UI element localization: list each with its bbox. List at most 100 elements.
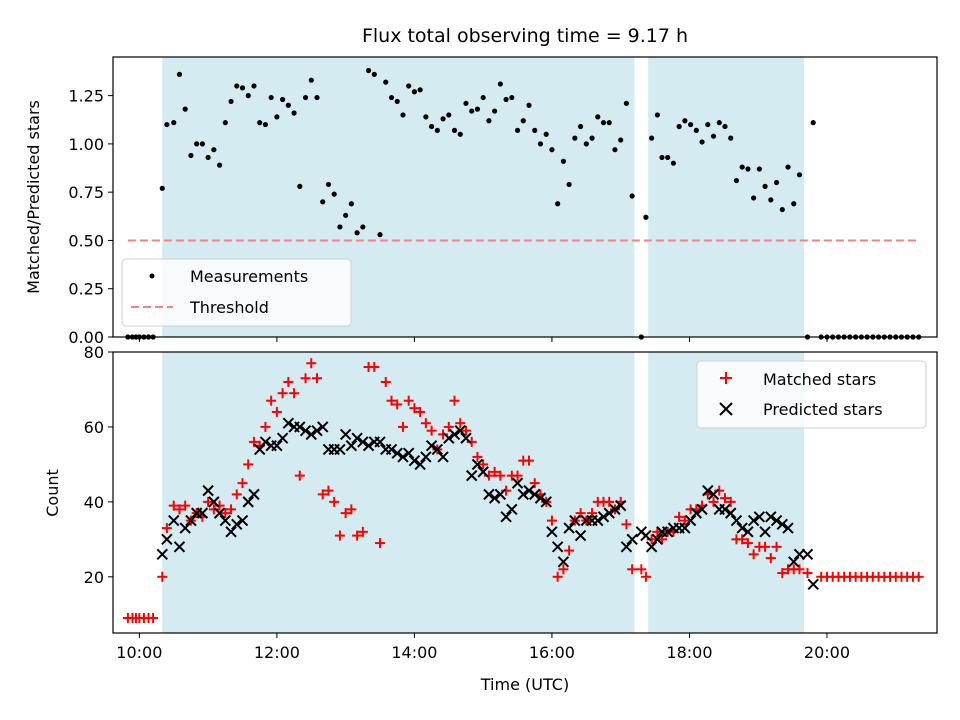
measurement-point	[400, 112, 406, 118]
bottom-x-axis-label: Time (UTC)	[480, 675, 569, 694]
predicted-star-point	[661, 526, 674, 538]
legend-threshold-label: Threshold	[189, 298, 269, 317]
measurement-point	[343, 212, 349, 218]
matched-star-point	[489, 466, 500, 477]
bottom-legend-box	[696, 360, 927, 429]
predicted-star-point	[684, 514, 697, 527]
bottom-legend: Matched stars Predicted stars	[696, 360, 927, 429]
predicted-star-point	[259, 436, 272, 448]
measurement-point	[676, 123, 682, 130]
measurement-point	[796, 172, 803, 178]
predicted-star-point	[414, 458, 426, 471]
predicted-star-point	[311, 424, 323, 437]
matched-star-point	[346, 504, 357, 515]
x-tick-label: 18:00	[666, 643, 712, 662]
measurement-point	[440, 116, 446, 122]
predicted-star-point	[202, 484, 214, 497]
predicted-star-point	[402, 447, 415, 459]
measurement-point	[337, 224, 343, 230]
matched-star-point	[719, 493, 730, 504]
measurement-point	[285, 102, 291, 108]
measurement-point	[365, 67, 372, 74]
matched-star-point	[529, 478, 540, 489]
matched-star-point	[334, 530, 345, 541]
measurement-point	[234, 83, 240, 89]
measurement-point	[360, 224, 366, 230]
measurement-point	[222, 120, 228, 126]
predicted-star-point	[529, 488, 541, 501]
predicted-star-point	[408, 454, 421, 467]
measurement-point	[434, 127, 440, 133]
predicted-star-point	[305, 428, 317, 441]
matched-star-point	[260, 421, 271, 432]
top-legend-box	[121, 258, 352, 327]
predicted-star-point	[770, 514, 783, 527]
measurement-point	[331, 191, 337, 197]
measurement-point	[595, 114, 601, 120]
measurement-point	[451, 127, 458, 133]
predicted-star-point	[592, 514, 604, 527]
predicted-star-point	[397, 451, 409, 463]
predicted-star-point	[651, 533, 664, 546]
matched-star-point	[748, 549, 759, 560]
measurement-point	[245, 93, 251, 99]
legend-measurements-marker	[149, 273, 155, 279]
bottom-y-tick-label: 60	[84, 418, 104, 437]
bottom-plot-frame	[112, 351, 938, 634]
measurement-point	[745, 166, 751, 172]
matched-star-point	[323, 485, 334, 496]
matched-star-point	[546, 515, 557, 526]
matched-star-point	[375, 538, 386, 549]
measurement-point	[257, 120, 263, 126]
top-observing-window	[648, 57, 805, 337]
measurement-point	[297, 183, 303, 189]
matched-star-point	[392, 399, 403, 410]
measurement-point	[428, 123, 435, 130]
measurement-point	[205, 154, 211, 161]
matched-star-point	[765, 553, 776, 564]
matched-star-point	[352, 530, 363, 541]
predicted-star-point	[597, 511, 610, 523]
matched-star-point	[621, 519, 632, 530]
predicted-star-point	[225, 526, 237, 538]
matched-star-point	[300, 373, 311, 384]
measurement-point	[239, 85, 246, 91]
predicted-star-point	[477, 466, 489, 478]
matched-star-point	[627, 564, 638, 575]
matched-star-point	[478, 459, 489, 470]
matched-star-point	[708, 496, 719, 507]
matched-star-point	[266, 395, 277, 406]
measurement-point	[411, 89, 418, 95]
predicted-star-point	[557, 556, 570, 568]
measurement-point	[188, 152, 194, 159]
measurement-point	[194, 141, 200, 147]
top-y-axis-label: Matched/Predicted stars	[24, 100, 43, 294]
matched-star-point	[495, 470, 506, 481]
measurement-point	[618, 137, 624, 143]
matched-star-point	[306, 358, 317, 369]
predicted-star-point	[807, 578, 819, 591]
matched-star-point	[329, 496, 340, 507]
measurement-point	[228, 98, 234, 105]
measurement-point	[388, 94, 395, 101]
measurement-point	[486, 118, 492, 124]
measurement-point	[756, 166, 762, 172]
predicted-star-point	[219, 514, 232, 527]
measurement-point	[325, 181, 332, 188]
matched-star-point	[636, 564, 647, 575]
measurement-point	[710, 133, 717, 139]
measurement-point	[159, 185, 165, 191]
top-y-tick-label: 1.00	[68, 135, 104, 154]
predicted-star-point	[730, 514, 743, 527]
measurement-point	[670, 160, 677, 166]
predicted-star-point	[719, 503, 731, 516]
measurement-point	[751, 195, 757, 201]
predicted-star-point	[173, 541, 186, 553]
predicted-star-point	[626, 533, 638, 546]
measurement-point	[665, 154, 671, 161]
measurement-point	[654, 112, 660, 118]
measurement-point	[716, 120, 722, 126]
matched-star-point	[760, 541, 771, 552]
predicted-star-point	[179, 522, 191, 534]
matched-star-point	[794, 564, 805, 575]
